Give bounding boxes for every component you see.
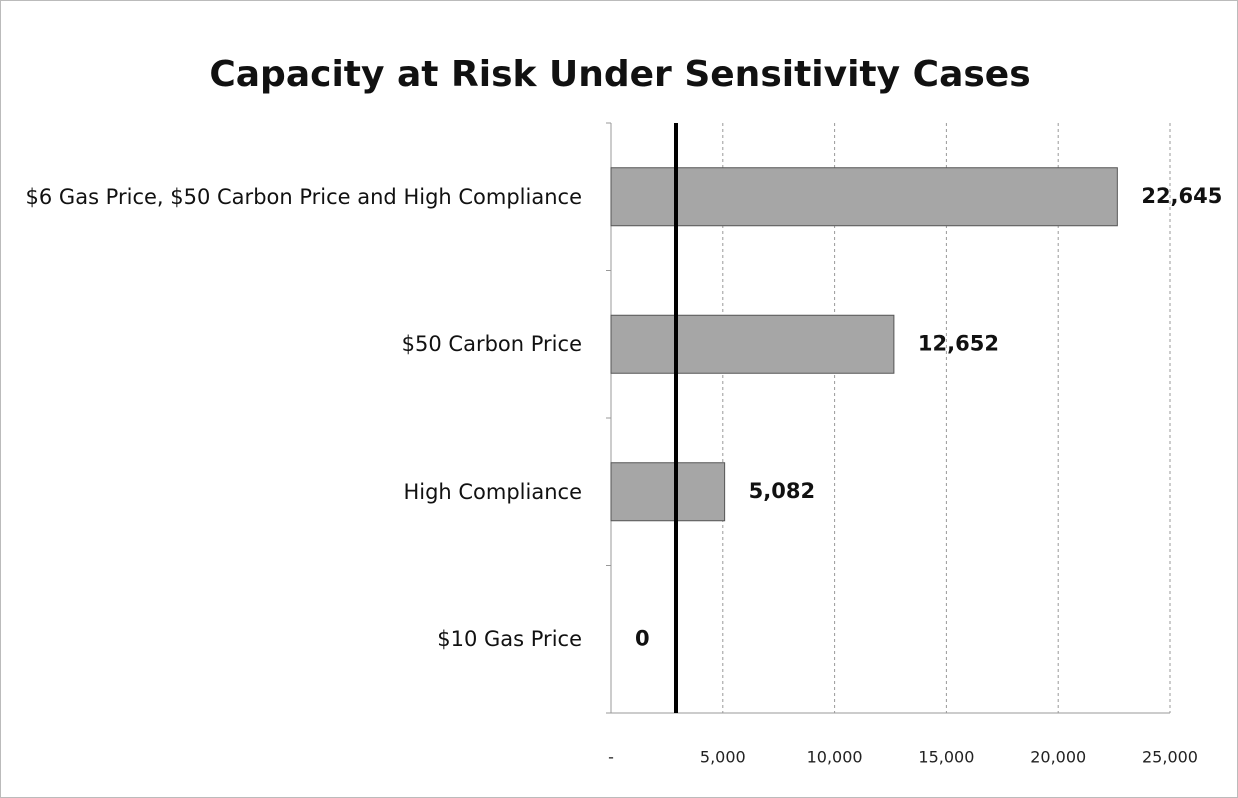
y-tick-label: High Compliance: [1, 476, 582, 508]
category-text: $10 Gas Price: [437, 627, 582, 652]
x-tick-label: 25,000: [1142, 748, 1198, 767]
y-tick-label: $10 Gas Price: [1, 623, 582, 655]
bar: [610, 314, 895, 374]
chart-title: Capacity at Risk Under Sensitivity Cases: [209, 54, 1030, 95]
category-text: $50 Carbon Price: [401, 332, 582, 357]
x-tick-label: 20,000: [1030, 748, 1086, 767]
x-tick-label: 15,000: [918, 748, 974, 767]
y-tick-label: $50 Carbon Price: [1, 328, 582, 360]
category-text: High Compliance: [403, 479, 582, 504]
x-tick-label: 5,000: [700, 748, 746, 767]
x-tick-label: -: [608, 748, 614, 767]
bar: [610, 167, 1118, 227]
value-label: 22,645: [1141, 184, 1222, 208]
x-tick-label: 10,000: [807, 748, 863, 767]
bar: [610, 462, 726, 522]
category-text: $6 Gas Price, $50 Carbon Price and High …: [25, 184, 582, 209]
y-tick-label: $6 Gas Price, $50 Carbon Price and High …: [1, 181, 582, 213]
value-label: 5,082: [749, 479, 815, 503]
value-label: 12,652: [918, 331, 999, 355]
value-label: 0: [635, 626, 650, 650]
